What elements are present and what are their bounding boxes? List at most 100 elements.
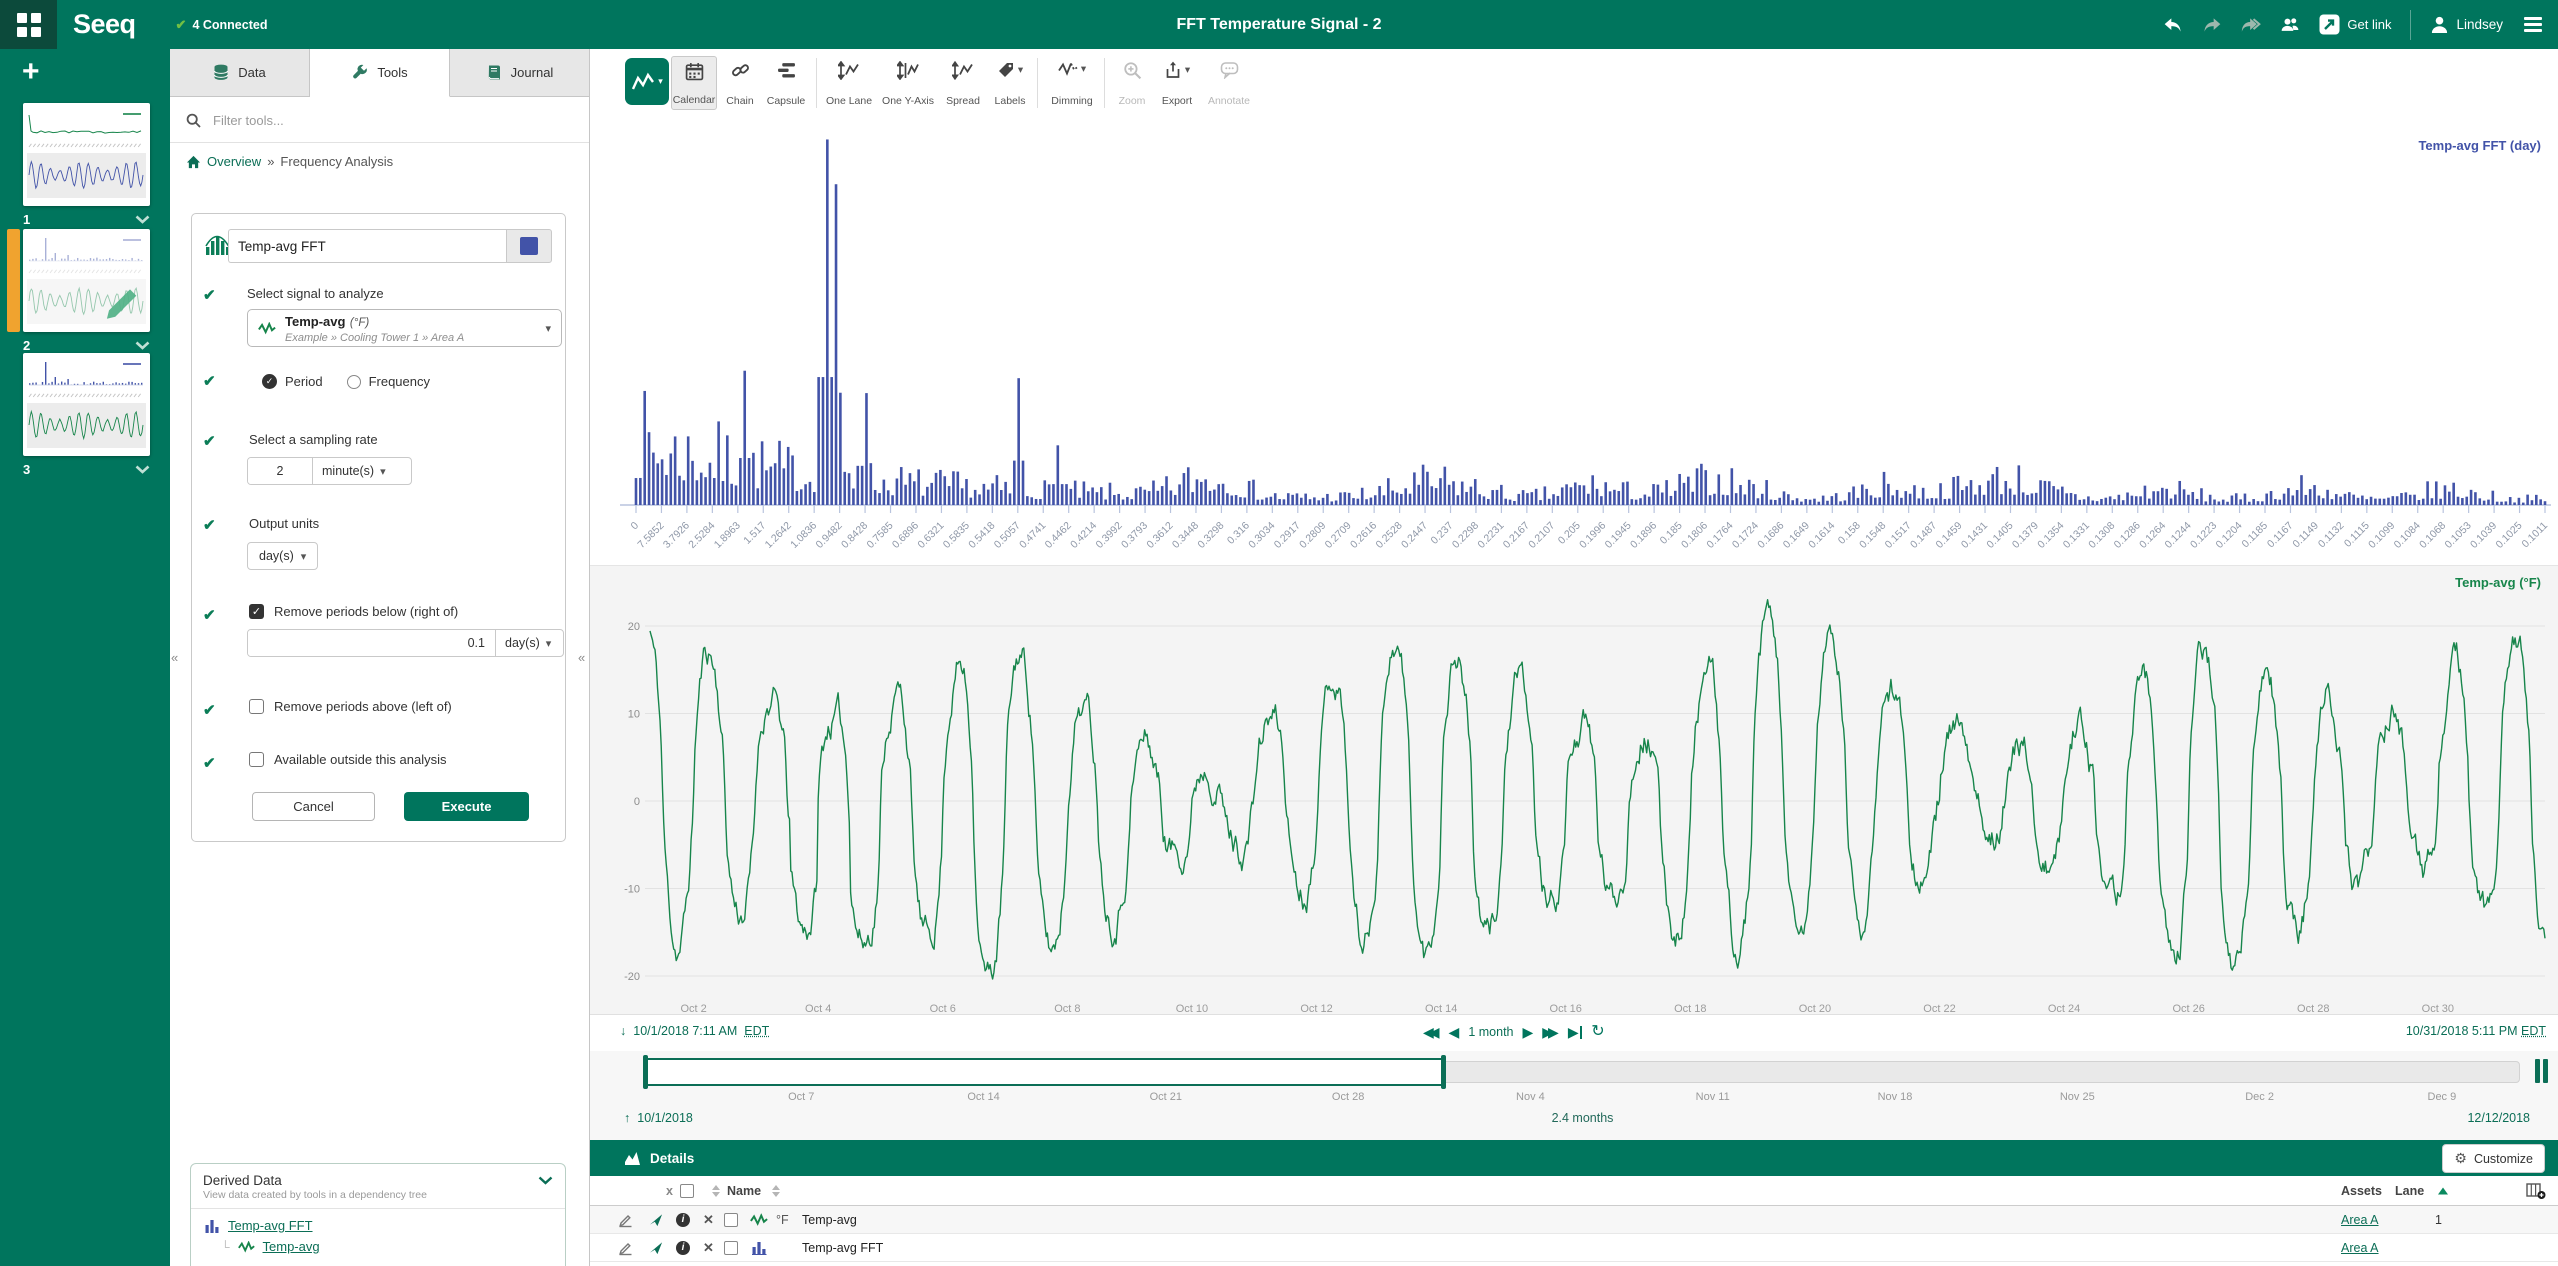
remove-icon[interactable]: ✕ bbox=[703, 1211, 714, 1227]
signal-chart-lane[interactable]: 20 10 0 -10 -20 Oct 2 Oct 4 Oct 6 Oct 8 Oct 10 Oct… bbox=[590, 565, 2558, 1015]
svg-text:0.3793: 0.3793 bbox=[1119, 520, 1150, 551]
range-tick-label: Dec 9 bbox=[2427, 1091, 2457, 1103]
info-icon[interactable]: i bbox=[676, 1240, 690, 1255]
fast-forward-icon[interactable] bbox=[2241, 15, 2262, 35]
tab-data[interactable]: Data bbox=[170, 49, 310, 96]
fft-chart-lane[interactable]: 0 7.5852 3.7926 2.5284 1.8963 1.517 1.2642 1.08… bbox=[590, 120, 2558, 565]
sampling-unit-dropdown[interactable]: minute(s) ▾ bbox=[312, 458, 395, 484]
sampling-rate-input[interactable] bbox=[248, 458, 312, 484]
user-menu[interactable]: Lindsey bbox=[2430, 15, 2503, 34]
hamburger-menu-icon[interactable] bbox=[2522, 15, 2544, 34]
connection-status[interactable]: ✔ 4 Connected bbox=[175, 16, 268, 32]
collapse-panel-handle[interactable]: « bbox=[578, 650, 586, 665]
step-forward-much-icon[interactable]: ▶▶ bbox=[1542, 1024, 1558, 1040]
range-slider-handle-right[interactable] bbox=[1440, 1055, 1446, 1089]
info-icon[interactable]: i bbox=[676, 1212, 690, 1227]
sort-icon[interactable] bbox=[772, 1184, 780, 1197]
remove-above-checkbox[interactable] bbox=[249, 699, 264, 714]
radio-period[interactable]: ✓ Period bbox=[262, 374, 323, 389]
home-icon[interactable] bbox=[186, 155, 201, 169]
assets-column-header[interactable]: Assets bbox=[2341, 1183, 2382, 1198]
row-checkbox[interactable] bbox=[724, 1240, 738, 1255]
edit-icon[interactable] bbox=[618, 1212, 633, 1227]
remove-icon[interactable]: ✕ bbox=[703, 1239, 714, 1255]
available-outside-checkbox[interactable] bbox=[249, 752, 264, 767]
document-title: FFT Temperature Signal - 2 bbox=[1176, 15, 1382, 33]
timezone-link[interactable]: EDT bbox=[2521, 1024, 2546, 1038]
investigate-start[interactable]: ↑ 10/1/2018 bbox=[624, 1111, 693, 1125]
display-range-end[interactable]: 10/31/2018 5:11 PM EDT bbox=[2405, 1024, 2546, 1038]
remove-below-input[interactable] bbox=[248, 630, 495, 656]
toolbar-dimming-button[interactable]: ▾ Dimming bbox=[1051, 62, 1093, 107]
customize-button[interactable]: ⚙ Customize bbox=[2442, 1144, 2545, 1173]
color-picker-button[interactable] bbox=[506, 229, 552, 263]
edit-icon[interactable] bbox=[618, 1240, 633, 1255]
table-row[interactable]: i ✕ Temp-avg FFT Area A bbox=[590, 1234, 2558, 1262]
refresh-icon[interactable]: ↻ bbox=[1591, 1023, 1605, 1040]
chevron-down-icon[interactable] bbox=[538, 1176, 553, 1185]
pin-icon[interactable] bbox=[649, 1241, 663, 1255]
undo-icon[interactable] bbox=[2163, 15, 2183, 35]
range-slider-selection[interactable] bbox=[645, 1058, 1444, 1086]
chevron-down-icon[interactable] bbox=[135, 465, 150, 474]
add-worksheet-button[interactable]: + bbox=[22, 55, 40, 88]
range-expand-icon[interactable] bbox=[2535, 1059, 2548, 1083]
row-asset-link[interactable]: Area A bbox=[2341, 1212, 2379, 1227]
remove-below-unit-dropdown[interactable]: day(s) ▾ bbox=[495, 630, 560, 656]
add-column-icon[interactable] bbox=[2526, 1182, 2546, 1199]
toolbar-spread-button[interactable]: Spread bbox=[941, 56, 985, 110]
table-row[interactable]: i ✕ °F Temp-avg Area A 1 bbox=[590, 1206, 2558, 1234]
breadcrumb-overview[interactable]: Overview bbox=[207, 154, 262, 169]
tab-tools[interactable]: Tools bbox=[310, 49, 450, 97]
remove-below-checkbox[interactable]: ✓ bbox=[249, 604, 264, 619]
step-forward-icon[interactable]: ▶ bbox=[1522, 1024, 1534, 1040]
name-column-header[interactable]: Name bbox=[727, 1183, 762, 1198]
lane-column-header[interactable]: Lane bbox=[2395, 1183, 2425, 1198]
step-back-much-icon[interactable]: ◀◀ bbox=[1423, 1024, 1439, 1040]
worksheet-thumbnail-3[interactable] bbox=[23, 353, 150, 456]
tab-journal[interactable]: Journal bbox=[450, 49, 589, 96]
timezone-link[interactable]: EDT bbox=[744, 1024, 770, 1038]
step-size-label[interactable]: 1 month bbox=[1468, 1025, 1514, 1039]
chevron-down-icon[interactable] bbox=[135, 215, 150, 224]
get-link-button[interactable]: Get link bbox=[2319, 14, 2391, 35]
toolbar-capsule-button[interactable]: Capsule bbox=[762, 56, 810, 110]
pin-icon[interactable] bbox=[649, 1213, 663, 1227]
toolbar-export-button[interactable]: ▾ Export bbox=[1155, 56, 1199, 110]
toolbar-chain-button[interactable]: Chain bbox=[721, 56, 759, 110]
redo-icon[interactable] bbox=[2202, 15, 2222, 35]
users-icon[interactable] bbox=[2280, 15, 2300, 35]
investigate-end[interactable]: 12/12/2018 bbox=[2467, 1111, 2530, 1125]
step-back-icon[interactable]: ◀ bbox=[1448, 1024, 1460, 1040]
chevron-down-icon[interactable] bbox=[135, 341, 150, 350]
worksheet-thumbnail-2[interactable] bbox=[23, 229, 150, 332]
range-slider-handle-left[interactable] bbox=[643, 1055, 648, 1089]
row-asset-link[interactable]: Area A bbox=[2341, 1240, 2379, 1255]
app-switcher-button[interactable] bbox=[0, 0, 57, 49]
svg-text:Oct 20: Oct 20 bbox=[1799, 1003, 1831, 1014]
toolbar-labels-button[interactable]: ▾ Labels bbox=[989, 56, 1031, 110]
output-units-dropdown[interactable]: day(s) ▾ bbox=[247, 542, 319, 570]
seeq-logo[interactable]: Seeq bbox=[73, 9, 136, 39]
collapse-worksheets-handle[interactable]: « bbox=[171, 650, 179, 665]
signal-select-dropdown[interactable]: Temp-avg (°F) Example » Cooling Tower 1 … bbox=[247, 309, 562, 347]
derived-item-link[interactable]: Temp-avg bbox=[262, 1239, 320, 1254]
select-all-checkbox[interactable] bbox=[680, 1183, 694, 1198]
toolbar-one-yaxis-button[interactable]: One Y-Axis bbox=[879, 56, 937, 110]
toolbar-one-lane-button[interactable]: One Lane bbox=[823, 56, 875, 110]
display-range-start[interactable]: ↓ 10/1/2018 7:11 AM EDT bbox=[620, 1024, 770, 1038]
tool-name-input[interactable] bbox=[228, 229, 506, 263]
svg-text:0.5057: 0.5057 bbox=[992, 520, 1023, 551]
cancel-button[interactable]: Cancel bbox=[252, 792, 375, 821]
sort-icon[interactable] bbox=[712, 1184, 720, 1197]
step-to-end-icon[interactable]: ▶ bbox=[1568, 1022, 1583, 1042]
row-checkbox[interactable] bbox=[724, 1212, 738, 1227]
worksheet-thumbnail-1[interactable] bbox=[23, 103, 150, 206]
radio-frequency[interactable]: Frequency bbox=[346, 374, 430, 389]
filter-tools-input[interactable] bbox=[211, 112, 545, 129]
remove-all-column[interactable]: x bbox=[666, 1183, 673, 1198]
toolbar-calendar-button[interactable]: Calendar bbox=[671, 56, 717, 110]
view-selector-button[interactable]: ▾ bbox=[625, 58, 669, 105]
execute-button[interactable]: Execute bbox=[404, 792, 529, 821]
derived-item-link[interactable]: Temp-avg FFT bbox=[228, 1218, 313, 1233]
